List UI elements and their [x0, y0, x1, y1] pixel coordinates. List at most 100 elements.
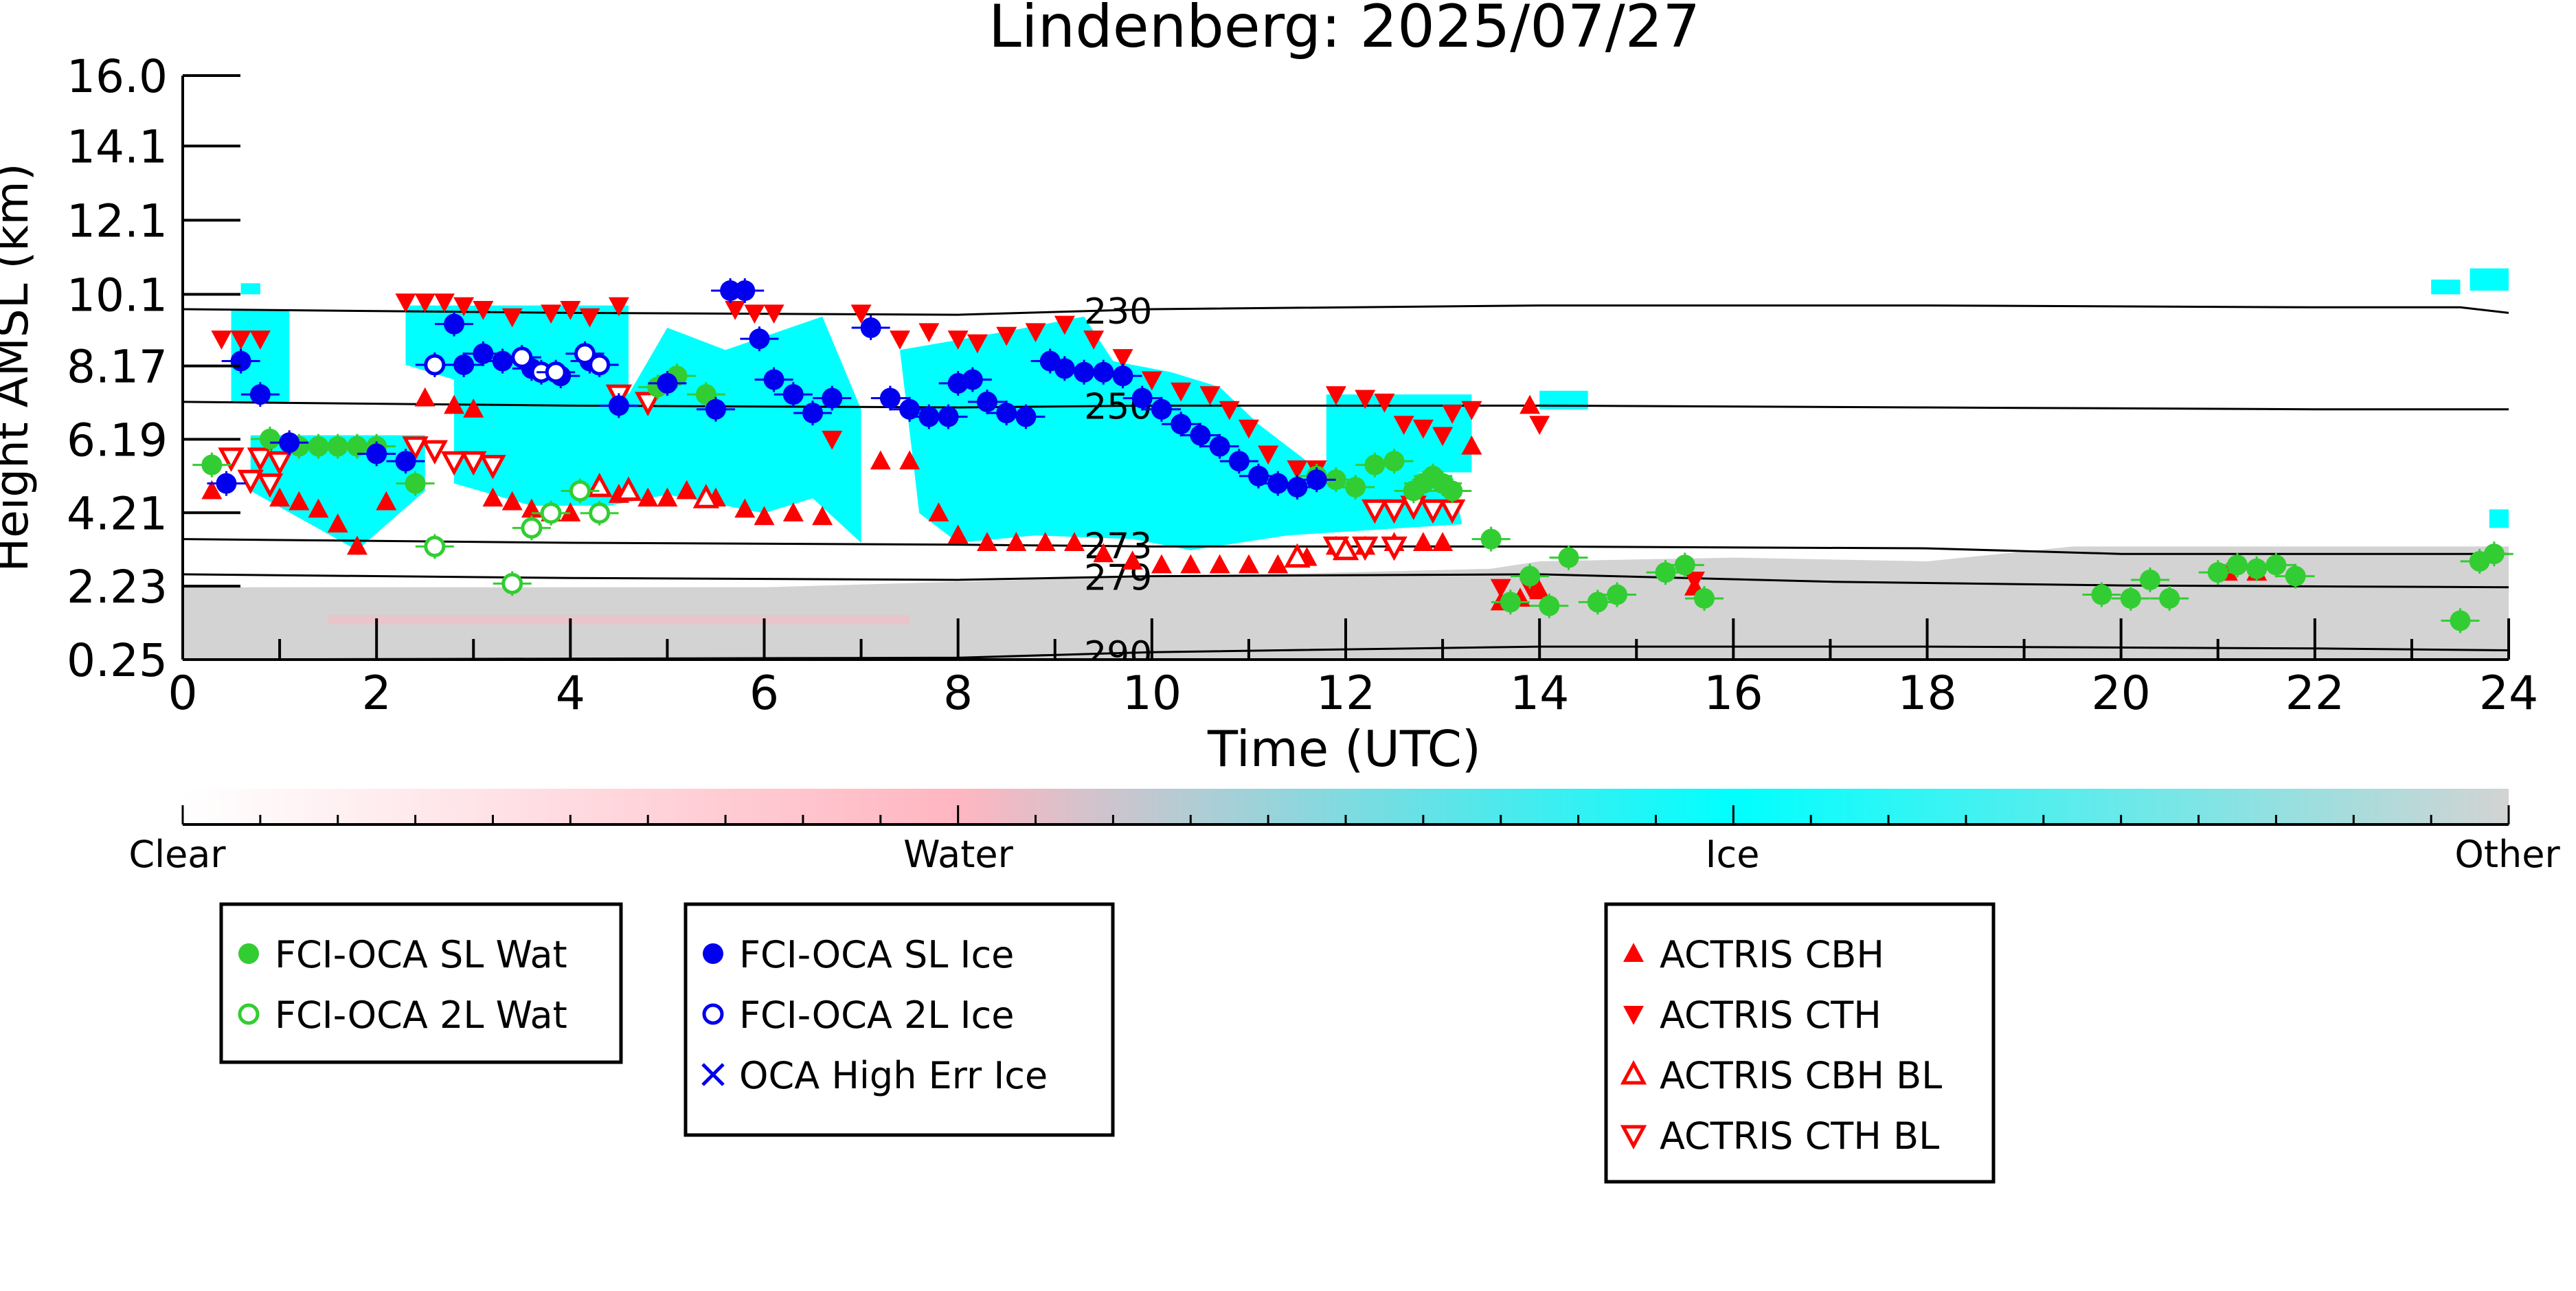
data-point	[249, 384, 271, 405]
data-point	[2091, 584, 2112, 605]
data-point	[414, 293, 436, 313]
data-point	[1674, 554, 1695, 576]
data-point	[256, 473, 284, 498]
data-point	[2226, 554, 2248, 576]
data-point	[763, 304, 784, 324]
chart-title: Lindenberg: 2025/07/27	[988, 0, 1700, 61]
data-point	[1112, 366, 1133, 387]
x-axis-label: Time (UTC)	[1207, 720, 1481, 778]
data-point	[421, 440, 449, 465]
x-tick-label: 16	[1704, 666, 1763, 721]
data-point	[860, 317, 881, 338]
data-point	[1054, 358, 1075, 379]
x-tick-label: 0	[168, 666, 197, 721]
data-point	[444, 394, 465, 414]
y-tick-label: 12.1	[67, 194, 168, 247]
data-point	[230, 350, 251, 372]
x-tick-label: 12	[1316, 666, 1376, 721]
data-point	[782, 384, 804, 405]
ice-cloud-region	[240, 283, 260, 295]
data-point	[1287, 460, 1308, 480]
data-point	[473, 343, 494, 364]
legend-item: ACTRIS CTH BL	[1620, 1114, 1939, 1158]
data-point	[890, 330, 911, 350]
data-point	[1267, 554, 1289, 574]
data-point	[1306, 469, 1327, 491]
data-point	[1519, 565, 1541, 587]
data-point	[1587, 592, 1608, 613]
ice-cloud-region	[250, 435, 425, 550]
data-point	[1412, 532, 1434, 551]
data-point	[1480, 528, 1502, 550]
data-point	[1122, 550, 1143, 570]
data-point	[996, 403, 1017, 424]
data-point	[1238, 419, 1259, 439]
data-point	[2159, 587, 2180, 609]
legend-label: FCI-OCA SL Wat	[275, 933, 567, 976]
data-point	[308, 498, 329, 518]
water-cloud-strip	[328, 615, 910, 625]
isotherm-label: 290	[1084, 634, 1152, 675]
data-point	[1500, 592, 1521, 613]
series-actris-cth	[211, 293, 1705, 598]
legend-marker	[702, 1003, 724, 1025]
data-point	[1461, 435, 1482, 455]
data-point	[479, 455, 506, 480]
data-point	[433, 293, 455, 313]
y-tick-label: 2.23	[67, 561, 168, 614]
x-tick-label: 22	[2285, 666, 2345, 721]
data-point	[574, 343, 596, 365]
data-point	[366, 443, 387, 464]
data-point	[1180, 554, 1201, 574]
colorbar-label-ice: Ice	[1706, 833, 1760, 876]
legend-marker	[238, 943, 259, 964]
data-point	[589, 502, 611, 524]
data-point	[615, 476, 642, 501]
data-point	[1419, 499, 1447, 524]
data-point	[1355, 390, 1376, 409]
data-point	[754, 506, 775, 526]
data-point	[1171, 414, 1192, 435]
data-point	[460, 451, 487, 476]
legend-layer: FCI-OCA SL Wat FCI-OCA 2L Wat FCI-OCA SL I…	[219, 902, 1996, 1184]
x-tick-label: 10	[1122, 666, 1182, 721]
data-point	[1519, 394, 1541, 414]
data-point	[749, 328, 770, 350]
legend-label: FCI-OCA 2L Ice	[739, 993, 1014, 1037]
isotherm-line	[183, 538, 2509, 555]
data-point	[1093, 543, 1114, 563]
x-tick-label: 20	[2091, 666, 2151, 721]
legend-marker	[701, 1063, 725, 1086]
data-point	[1461, 401, 1482, 420]
data-point	[1209, 554, 1230, 574]
data-point	[1383, 451, 1405, 472]
data-point	[899, 398, 920, 420]
data-point	[414, 387, 436, 407]
legend-item: FCI-OCA 2L Ice	[702, 993, 1014, 1037]
x-tick-label: 6	[749, 666, 779, 721]
data-point	[201, 480, 223, 499]
data-point	[976, 532, 997, 551]
data-point	[327, 436, 348, 457]
series-fci-oca-2l-ice	[415, 341, 619, 385]
data-point	[216, 473, 237, 494]
data-point	[376, 491, 397, 510]
data-point	[1322, 536, 1350, 561]
ice-cloud-region	[2470, 268, 2509, 291]
data-point	[1364, 454, 1386, 475]
legend-item: ACTRIS CTH	[1623, 993, 1882, 1037]
data-point	[744, 304, 765, 324]
data-point	[918, 406, 940, 427]
data-point	[1074, 361, 1095, 383]
data-point	[1529, 580, 1550, 600]
data-point	[2266, 554, 2287, 576]
data-point	[492, 350, 513, 372]
data-point	[850, 304, 872, 324]
legend-item: OCA High Err Ice	[701, 1054, 1048, 1097]
colorbar-label-clear: Clear	[128, 833, 226, 876]
data-point	[1393, 416, 1414, 436]
data-point	[440, 451, 468, 476]
data-point	[1054, 315, 1075, 335]
data-point	[1267, 473, 1289, 494]
